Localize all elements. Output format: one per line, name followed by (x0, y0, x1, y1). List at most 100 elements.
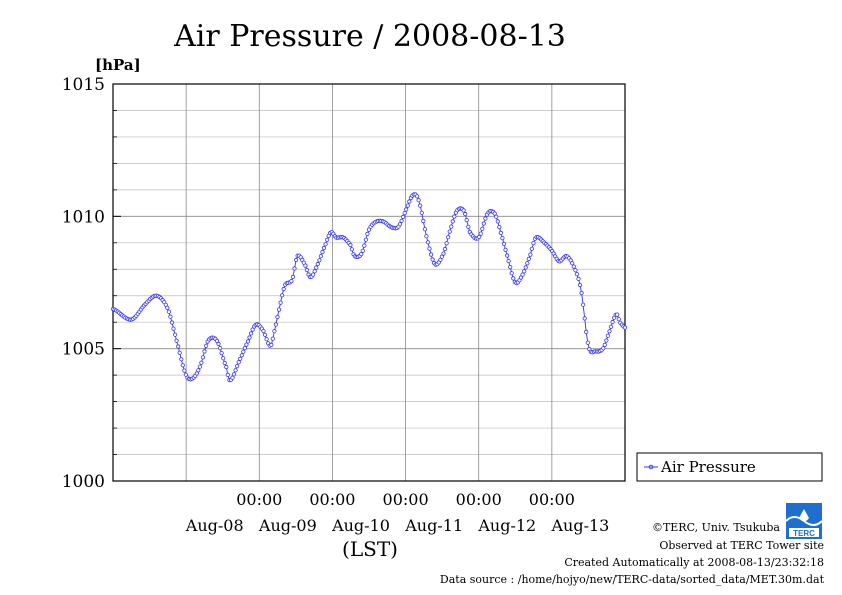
data-point (466, 224, 471, 229)
data-point (584, 329, 589, 334)
data-point (312, 269, 317, 274)
data-point (233, 368, 238, 373)
data-point (577, 282, 583, 288)
data-point (270, 336, 275, 341)
data-point (442, 246, 448, 252)
data-point (615, 312, 620, 317)
data-point (445, 235, 451, 240)
data-point (320, 249, 325, 255)
data-point (580, 302, 586, 307)
data-point (481, 221, 486, 226)
data-point (427, 246, 432, 251)
y-tick-label: 1000 (62, 472, 105, 492)
data-point (272, 329, 277, 334)
series-line (112, 193, 626, 381)
data-point (216, 341, 221, 346)
data-point (425, 240, 431, 245)
data-point (531, 241, 536, 246)
x-tick-date-label: Aug-09 (258, 516, 317, 535)
data-point (166, 309, 171, 314)
data-point (526, 256, 531, 261)
data-point (202, 349, 207, 354)
data-point (290, 274, 296, 279)
y-axis-unit-label: [hPa] (95, 56, 141, 74)
data-point (261, 328, 266, 334)
y-axis-ticks: 1000 1005 1010 1015 (62, 75, 121, 492)
data-point (576, 276, 581, 281)
data-point (281, 286, 286, 292)
data-point (452, 214, 457, 219)
data-point (483, 216, 488, 221)
plot-frame (112, 83, 626, 482)
data-point (422, 227, 427, 232)
data-point (604, 338, 609, 343)
x-tick-date-label: Aug-11 (404, 516, 463, 535)
data-point (428, 252, 434, 257)
data-point (397, 222, 403, 227)
data-point (449, 224, 454, 229)
data-point (196, 368, 201, 373)
data-point (293, 257, 299, 263)
data-point (573, 268, 578, 273)
logo-text: TERC (793, 529, 815, 538)
x-tick-time-label: 00:00 (236, 490, 282, 509)
data-point (241, 349, 246, 354)
data-point (504, 253, 510, 258)
data-point (463, 211, 468, 217)
data-point (405, 203, 410, 208)
data-point (278, 300, 283, 305)
footer-source: Data source : /home/hojyo/new/TERC-data/… (439, 573, 824, 586)
data-point (464, 218, 469, 223)
data-point (199, 360, 204, 365)
data-point (225, 372, 230, 377)
x-axis-ticks: 00:00 00:00 00:00 00:00 00:00 Aug-08 Aug-09 Aug… (185, 490, 610, 535)
data-point (359, 252, 364, 257)
x-tick-date-label: Aug-12 (477, 516, 536, 535)
data-point (498, 230, 503, 235)
data-point (292, 266, 297, 271)
data-point (601, 346, 606, 351)
data-point (219, 350, 224, 356)
data-point (236, 360, 241, 365)
data-point (399, 218, 404, 223)
data-point (424, 234, 429, 239)
data-point (607, 329, 612, 334)
data-point (404, 207, 409, 212)
data-point (303, 263, 308, 268)
data-point (218, 345, 223, 351)
data-point (439, 254, 444, 259)
data-point (528, 252, 533, 257)
data-point (450, 219, 455, 224)
data-point (273, 322, 278, 327)
data-point (231, 372, 237, 377)
data-point (520, 272, 525, 277)
x-tick-date-label: Aug-08 (185, 516, 244, 535)
data-point (362, 243, 367, 248)
data-point (508, 264, 513, 270)
legend: Air Pressure (636, 452, 823, 482)
data-point (430, 257, 435, 262)
data-point (523, 265, 528, 270)
data-point (444, 241, 449, 246)
data-point (315, 261, 320, 267)
data-point (622, 325, 628, 330)
legend-box (636, 452, 823, 482)
data-point (585, 340, 590, 345)
data-point (402, 211, 407, 216)
data-point (360, 248, 365, 253)
data-point (275, 314, 280, 320)
grid-lines (113, 84, 625, 481)
chart-title: Air Pressure / 2008-08-13 (173, 19, 566, 54)
data-point (571, 264, 576, 269)
data-point (176, 344, 181, 349)
footer-observed: Observed at TERC Tower site (659, 539, 824, 552)
data-point (492, 211, 497, 216)
data-point (165, 305, 170, 310)
data-point (348, 242, 353, 248)
y-tick-label: 1015 (62, 75, 105, 95)
data-point (529, 246, 535, 251)
data-point (461, 208, 466, 213)
data-point (477, 234, 482, 239)
legend-label: Air Pressure (660, 458, 756, 476)
